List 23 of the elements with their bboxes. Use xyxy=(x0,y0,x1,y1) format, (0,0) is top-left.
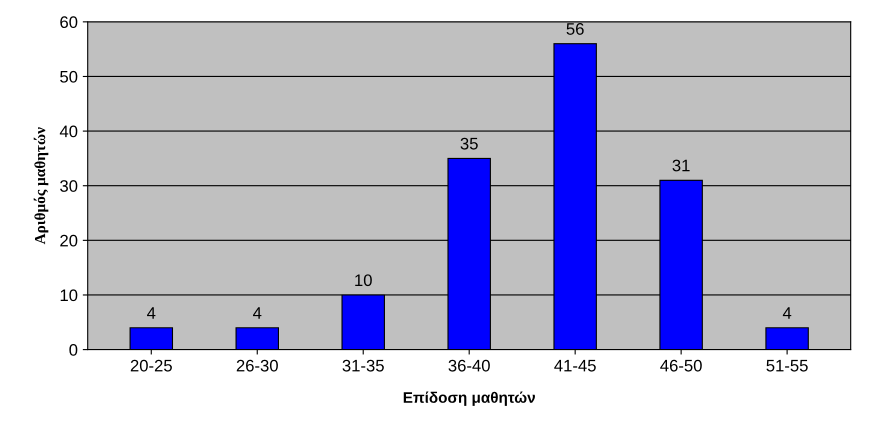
data-label: 4 xyxy=(147,307,156,319)
data-label: 56 xyxy=(566,23,584,35)
x-tick-label: 26-30 xyxy=(236,360,278,372)
data-label: 4 xyxy=(782,307,792,319)
y-tick-label: 60 xyxy=(60,16,78,28)
y-axis-title: Αριθμός μαθητών xyxy=(34,127,48,244)
data-label: 31 xyxy=(672,160,690,172)
x-tick-label: 41-45 xyxy=(554,360,596,372)
x-tick-label: 31-35 xyxy=(342,360,384,372)
x-tick-label: 36-40 xyxy=(448,360,490,372)
data-label: 35 xyxy=(460,138,478,150)
y-tick-label: 30 xyxy=(60,180,78,192)
y-tick-label: 0 xyxy=(69,344,78,356)
y-tick-label: 10 xyxy=(60,289,78,302)
data-label: 10 xyxy=(355,274,372,286)
x-tick-label: 51-55 xyxy=(766,360,808,372)
x-tick-label: 46-50 xyxy=(660,360,702,372)
x-tick-label: 20-25 xyxy=(130,360,172,372)
y-tick-label: 20 xyxy=(60,234,78,247)
y-tick-label: 50 xyxy=(60,70,78,83)
data-label: 4 xyxy=(253,307,262,319)
x-axis-title: Επίδοση μαθητών xyxy=(404,392,535,406)
y-tick-label: 40 xyxy=(60,126,78,138)
